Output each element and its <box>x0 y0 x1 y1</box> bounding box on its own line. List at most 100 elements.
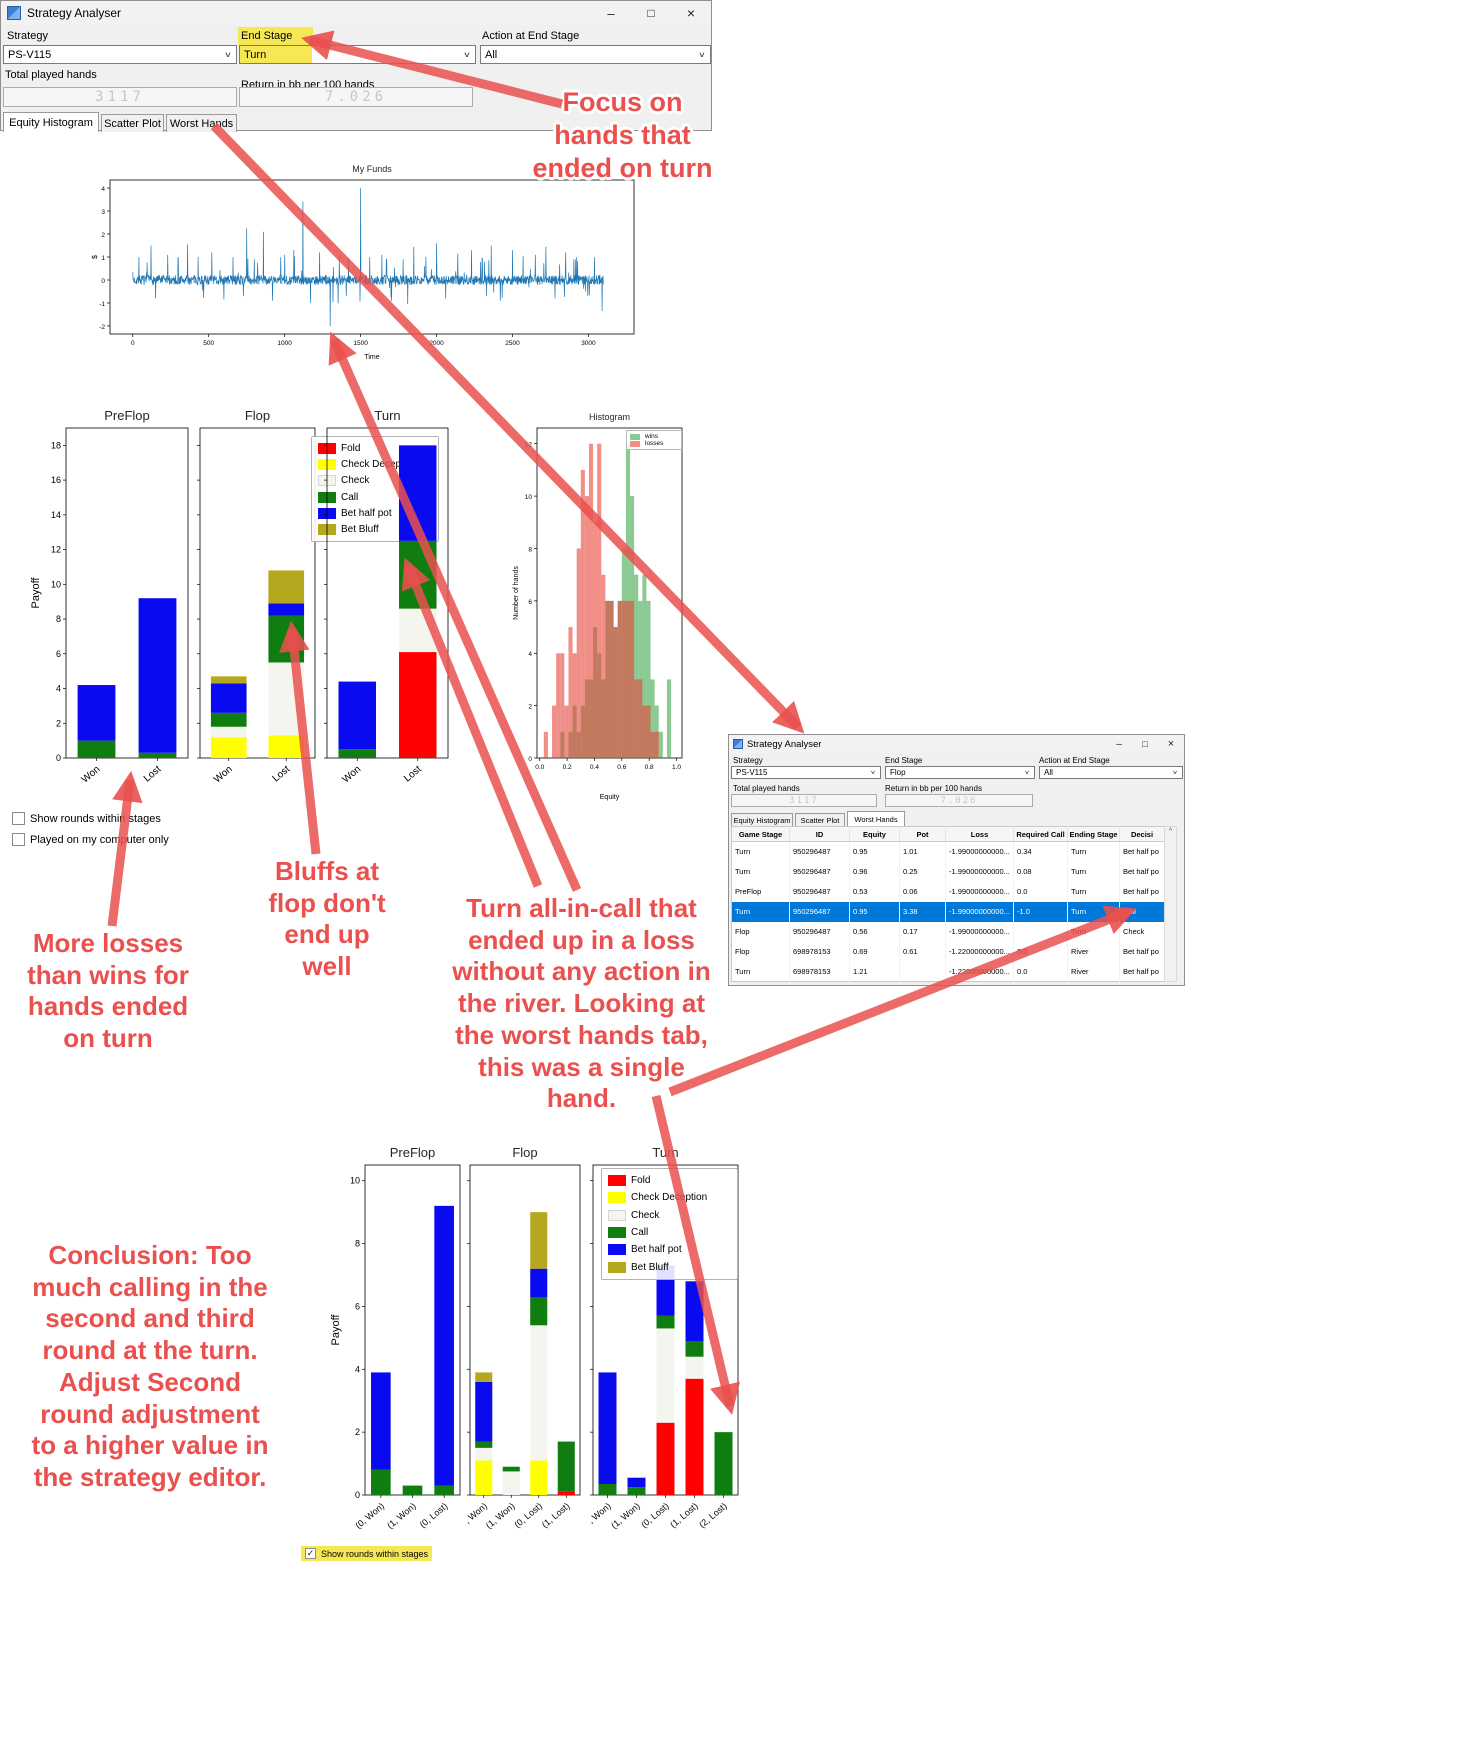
table-cell: -1.22000000000... <box>945 961 1014 982</box>
checkbox-show-rounds-bottom[interactable]: ✓ Show rounds within stages <box>301 1546 433 1561</box>
turn-payoff-chart: Turn Won Lost <box>324 400 451 833</box>
table-row[interactable]: Turn 698978153 1.21 -1.22000000000... 0.0 Riv… <box>731 961 1165 982</box>
table-row[interactable]: Turn 950296487 0.96 0.25 -1.99000000000... 0.… <box>731 861 1165 882</box>
chevron-down-icon: ∨ <box>870 769 876 776</box>
annotation-note-bluffs: Bluffs at flop don't end up well <box>268 856 386 982</box>
svg-text:1500: 1500 <box>353 340 368 347</box>
action-value: All <box>1044 768 1053 777</box>
table-row[interactable]: PreFlop 950296487 0.53 0.06 -1.99000000000..… <box>731 881 1165 902</box>
svg-text:12: 12 <box>51 545 61 555</box>
table-header-id[interactable]: ID <box>789 826 850 842</box>
table-cell: Turn <box>1067 861 1120 882</box>
table-cell: 0.34 <box>1013 841 1068 862</box>
table-row[interactable]: Turn 950296487 0.95 3.38 -1.99000000000... -1… <box>731 901 1165 922</box>
strategy-value: PS-V115 <box>8 48 52 61</box>
table-cell: Turn <box>731 901 790 922</box>
table-header-equity[interactable]: Equity <box>849 826 900 842</box>
table-cell: Flop <box>731 941 790 962</box>
table-cell: Turn <box>1067 881 1120 902</box>
legend-swatch-fold <box>608 1175 626 1187</box>
svg-text:Turn: Turn <box>652 1145 678 1160</box>
svg-text:6: 6 <box>355 1301 360 1311</box>
svg-text:Time: Time <box>364 354 379 361</box>
window-title: Strategy Analyser <box>747 738 822 750</box>
table-row[interactable]: Turn 950296487 0.95 1.01 -1.99000000000... 0.… <box>731 841 1165 862</box>
close-button[interactable]: × <box>686 5 696 21</box>
table-cell: Flop <box>731 921 790 942</box>
minimize-button[interactable]: – <box>1116 738 1122 750</box>
end-stage-select[interactable]: Flop ∨ <box>885 766 1035 779</box>
svg-text:(0, Won): (0, Won) <box>353 1501 386 1531</box>
table-cell <box>899 961 946 982</box>
strategy-select[interactable]: PS-V115 ∨ <box>731 766 881 779</box>
table-row[interactable]: Flop 950296487 0.56 0.17 -1.99000000000... Tu… <box>731 921 1165 942</box>
table-cell: 950296487 <box>789 861 850 882</box>
action-select[interactable]: All ∨ <box>1039 766 1183 779</box>
table-header-required-call[interactable]: Required Call <box>1013 826 1068 842</box>
flop-payoff-chart: Flop Won Lost <box>197 400 318 833</box>
strategy-select[interactable]: PS-V115 ∨ <box>3 45 237 64</box>
action-select[interactable]: All ∨ <box>480 45 711 64</box>
legend-label: losses <box>645 440 664 447</box>
tab-equity-histogram[interactable]: Equity Histogram <box>3 112 99 132</box>
preflop-rounds-chart: PreFlop 0 2 4 6 8 10 Payoff (0, Won) (1, Won) (0, … <box>330 1138 463 1578</box>
table-header-decisi[interactable]: Decisi <box>1119 826 1165 842</box>
tab-scatter-plot[interactable]: Scatter Plot <box>795 813 845 826</box>
chevron-down-icon: ∨ <box>1172 769 1178 776</box>
svg-text:2: 2 <box>101 232 105 239</box>
tab-worst-hands[interactable]: Worst Hands <box>847 811 905 826</box>
table-row[interactable]: Flop 698978153 0.69 0.61 -1.22000000000... 0.… <box>731 941 1165 962</box>
checkbox-played-on-computer[interactable]: Played on my computer only <box>12 833 169 846</box>
table-cell: 950296487 <box>789 901 850 922</box>
svg-text:Lost: Lost <box>402 764 424 785</box>
annotation-note-turn_allin: Turn all-in-call that ended up in a loss w… <box>452 893 711 1114</box>
svg-text:0: 0 <box>355 1490 360 1500</box>
table-cell: 0.08 <box>1013 861 1068 882</box>
table-header-pot[interactable]: Pot <box>899 826 946 842</box>
table-header-loss[interactable]: Loss <box>945 826 1014 842</box>
svg-text:(1, Won): (1, Won) <box>484 1501 517 1531</box>
total-hands-label: Total played hands <box>733 784 800 793</box>
svg-text:1000: 1000 <box>277 340 292 347</box>
legend-label: Check <box>631 1209 660 1221</box>
table-cell: Turn <box>731 841 790 862</box>
app-icon <box>7 6 21 20</box>
close-button[interactable]: × <box>1167 738 1175 750</box>
title-bar[interactable]: Strategy Analyser – □ × <box>1 1 711 25</box>
table-cell: 698978153 <box>789 941 850 962</box>
title-bar[interactable]: Strategy Analyser – □ × <box>729 735 1184 753</box>
tab-scatter-plot[interactable]: Scatter Plot <box>101 114 164 132</box>
svg-text:Lost: Lost <box>271 764 293 785</box>
svg-text:14: 14 <box>51 510 61 520</box>
minimize-button[interactable]: – <box>607 5 615 21</box>
table-cell: 0.96 <box>849 861 900 882</box>
strategy-value: PS-V115 <box>736 768 768 777</box>
legend-swatch-check-deception <box>608 1192 626 1204</box>
table-scrollbar[interactable]: ^ <box>1164 826 1177 982</box>
chevron-down-icon: ∨ <box>1024 769 1030 776</box>
maximize-button[interactable]: □ <box>1142 739 1148 749</box>
svg-text:Flop: Flop <box>512 1145 537 1160</box>
legend-label: Call <box>631 1227 649 1239</box>
second-window: Strategy Analyser – □ × Strategy End Sta… <box>728 734 1185 986</box>
svg-text:(0, Lost): (0, Lost) <box>639 1501 671 1530</box>
tab-worst-hands[interactable]: Worst Hands <box>166 114 237 132</box>
svg-text:Won: Won <box>212 764 235 786</box>
scroll-up-icon[interactable]: ^ <box>1168 828 1173 835</box>
tab-equity-histogram[interactable]: Equity Histogram <box>731 813 793 826</box>
table-cell: 0.0 <box>1013 961 1068 982</box>
table-header-game-stage[interactable]: Game Stage <box>731 826 790 842</box>
legend-swatch-bet-bluff <box>608 1261 626 1273</box>
svg-text:0.0: 0.0 <box>535 764 544 771</box>
maximize-button[interactable]: □ <box>647 6 655 20</box>
checkbox-label: Show rounds within stages <box>321 1548 429 1559</box>
end-stage-select[interactable]: Turn ∨ <box>239 45 476 64</box>
chevron-down-icon: ∨ <box>223 50 232 60</box>
svg-text:10: 10 <box>51 579 61 589</box>
table-cell: -1.22000000000... <box>945 941 1014 962</box>
table-cell: River <box>1067 961 1120 982</box>
svg-text:(2, Lost): (2, Lost) <box>697 1501 729 1530</box>
legend-label: wins <box>645 433 659 440</box>
table-header-ending-stage[interactable]: Ending Stage <box>1067 826 1120 842</box>
